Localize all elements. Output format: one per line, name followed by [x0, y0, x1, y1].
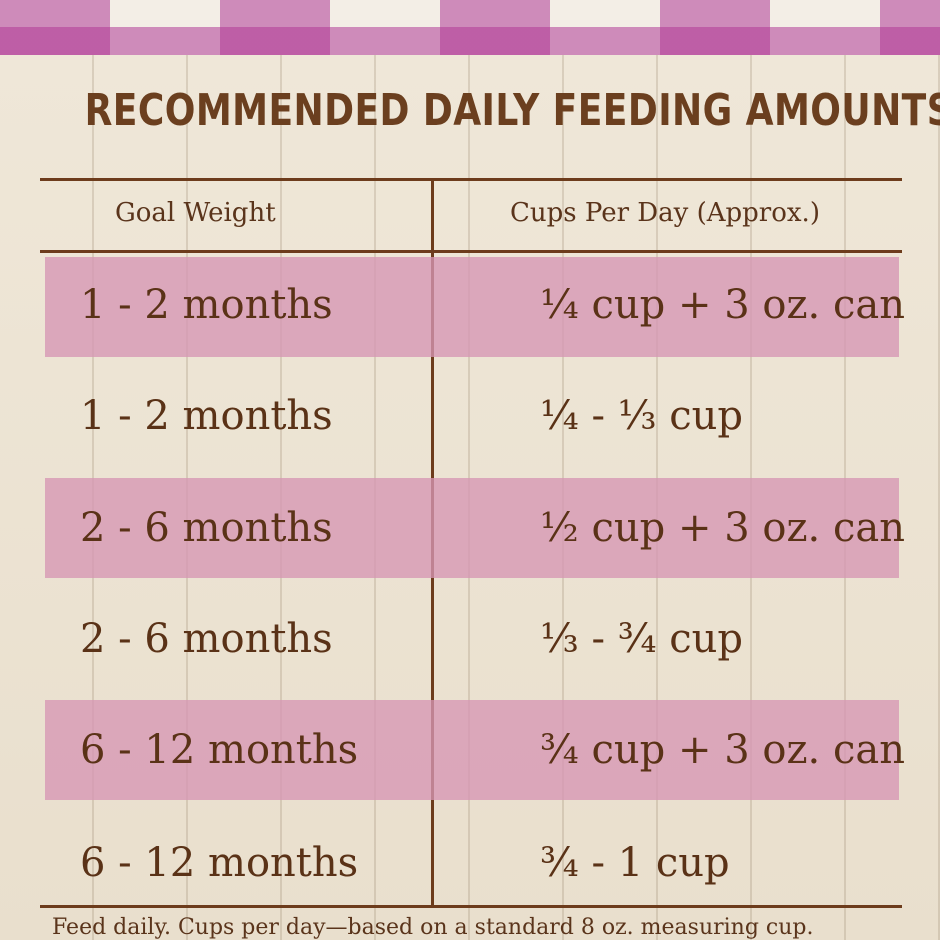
footnote: Feed daily. Cups per day—based on a stan…	[52, 915, 814, 940]
row-6-cups: ¾ - 1 cup	[540, 840, 730, 886]
row-4-weight: 2 - 6 months	[80, 616, 333, 662]
table-top-rule	[40, 178, 902, 181]
row-4-cups: ⅓ - ¾ cup	[540, 616, 743, 662]
row-stripe-5	[45, 700, 899, 800]
row-2-weight: 1 - 2 months	[80, 393, 333, 439]
row-stripe-3	[45, 478, 899, 578]
row-5-weight: 6 - 12 months	[80, 727, 359, 773]
row-1-cups: ¼ cup + 3 oz. can	[540, 282, 905, 328]
page-title: RECOMMENDED DAILY FEEDING AMOUNTS:	[84, 85, 940, 136]
row-6-weight: 6 - 12 months	[80, 840, 359, 886]
row-5-cups: ¾ cup + 3 oz. can	[540, 727, 905, 773]
header-goal-weight: Goal Weight	[115, 198, 276, 228]
gingham-banner	[0, 0, 940, 55]
table-header-rule	[40, 250, 902, 253]
row-stripe-1	[45, 257, 899, 357]
row-2-cups: ¼ - ⅓ cup	[540, 393, 743, 439]
table-bottom-rule	[40, 905, 902, 908]
row-1-weight: 1 - 2 months	[80, 282, 333, 328]
row-3-cups: ½ cup + 3 oz. can	[540, 505, 905, 551]
row-3-weight: 2 - 6 months	[80, 505, 333, 551]
header-cups-per-day: Cups Per Day (Approx.)	[510, 198, 820, 228]
